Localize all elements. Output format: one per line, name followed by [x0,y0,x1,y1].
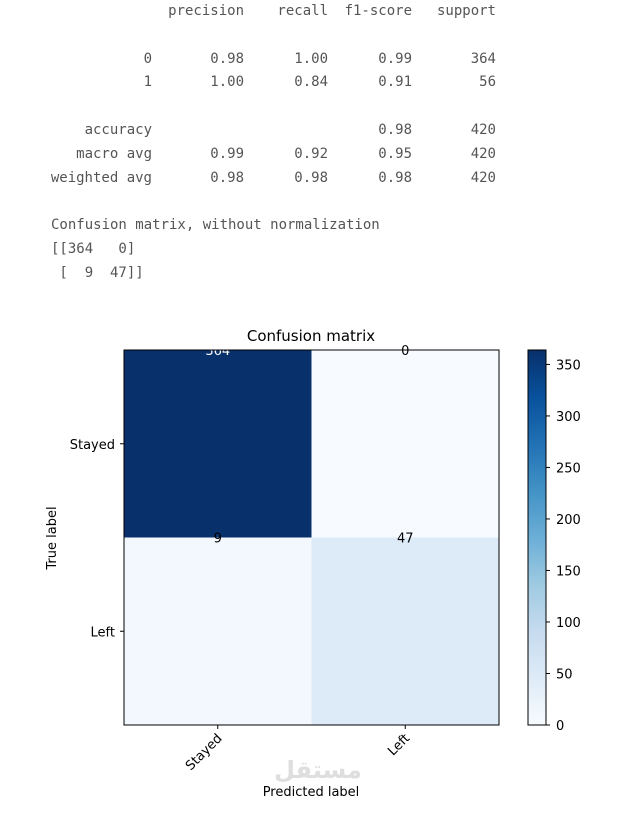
heatmap-cell [124,350,312,538]
x-tick-label: Left [385,731,413,759]
row-label: weighted avg [50,170,152,186]
colorbar-ticks: 0 50 100 150 200 250 300 350 [546,358,581,734]
colorbar-tick-label: 0 [556,719,564,734]
cell-f1: 0.95 [378,146,412,162]
row-label: 0 [143,51,152,67]
classification-report: precision recall f1-score support 0 0.98… [0,0,635,300]
cell-recall: 0.98 [294,170,328,186]
cm-line: [[364 0] [51,241,136,257]
chart-title: Confusion matrix [247,327,375,345]
watermark-logo: مستقل [274,756,362,784]
cm-title: Confusion matrix, without normalization [51,217,380,233]
cell-f1: 0.98 [378,170,412,186]
header-recall: recall [277,3,328,19]
cell-recall: 1.00 [294,51,328,67]
colorbar-tick-label: 250 [556,461,581,476]
colorbar-tick-label: 350 [556,358,581,373]
cell-support: 420 [470,170,496,186]
colorbar-tick-label: 150 [556,564,581,579]
colorbar-tick-label: 50 [556,667,573,682]
row-label: 1 [143,74,152,90]
y-axis-label: True label [45,506,60,570]
cell-f1: 0.91 [378,74,412,90]
y-axis-ticks: Stayed Left [70,438,124,640]
cell-precision: 0.98 [210,170,244,186]
cell-recall: 0.84 [294,74,328,90]
heatmap-cell [311,350,499,538]
heatmap-cell-labels: 364 0 9 47 [205,344,413,547]
cm-line: [ 9 47]] [51,265,144,281]
cell-support: 420 [470,146,496,162]
header-precision: precision [168,3,244,19]
header-support: support [436,3,496,19]
header-f1-score: f1-score [344,3,412,19]
y-tick-label: Left [91,625,115,640]
cell-recall: 0.92 [294,146,328,162]
cell-f1: 0.98 [378,122,412,138]
heatmap-cell [124,537,312,725]
y-tick-label: Stayed [70,438,115,453]
colorbar [527,349,547,726]
colorbar-tick-label: 100 [556,616,581,631]
x-axis-label: Predicted label [263,785,360,800]
heatmap-cell [311,537,499,725]
colorbar-tick-label: 300 [556,410,581,425]
cell-value-label: 364 [205,344,230,359]
cell-value-label: 0 [401,344,409,359]
cell-precision: 1.00 [210,74,244,90]
cell-support: 56 [479,74,496,90]
cell-value-label: 9 [214,531,222,546]
cell-support: 420 [470,122,496,138]
heatmap-cells [124,350,499,725]
cell-precision: 0.99 [210,146,244,162]
row-label: accuracy [84,122,152,138]
row-label: macro avg [76,146,152,162]
cell-precision: 0.98 [210,51,244,67]
x-tick-label: Stayed [183,731,226,774]
cell-value-label: 47 [397,531,414,546]
colorbar-tick-label: 200 [556,513,581,528]
cell-f1: 0.99 [378,51,412,67]
confusion-matrix-chart: Confusion matrix 364 0 9 47 Stayed Left Stay… [45,327,581,800]
plot-frame [123,349,500,726]
cell-support: 364 [470,51,496,67]
confusion-matrix-figure: Confusion matrix 364 0 9 47 Stayed Left Stay… [0,320,635,809]
